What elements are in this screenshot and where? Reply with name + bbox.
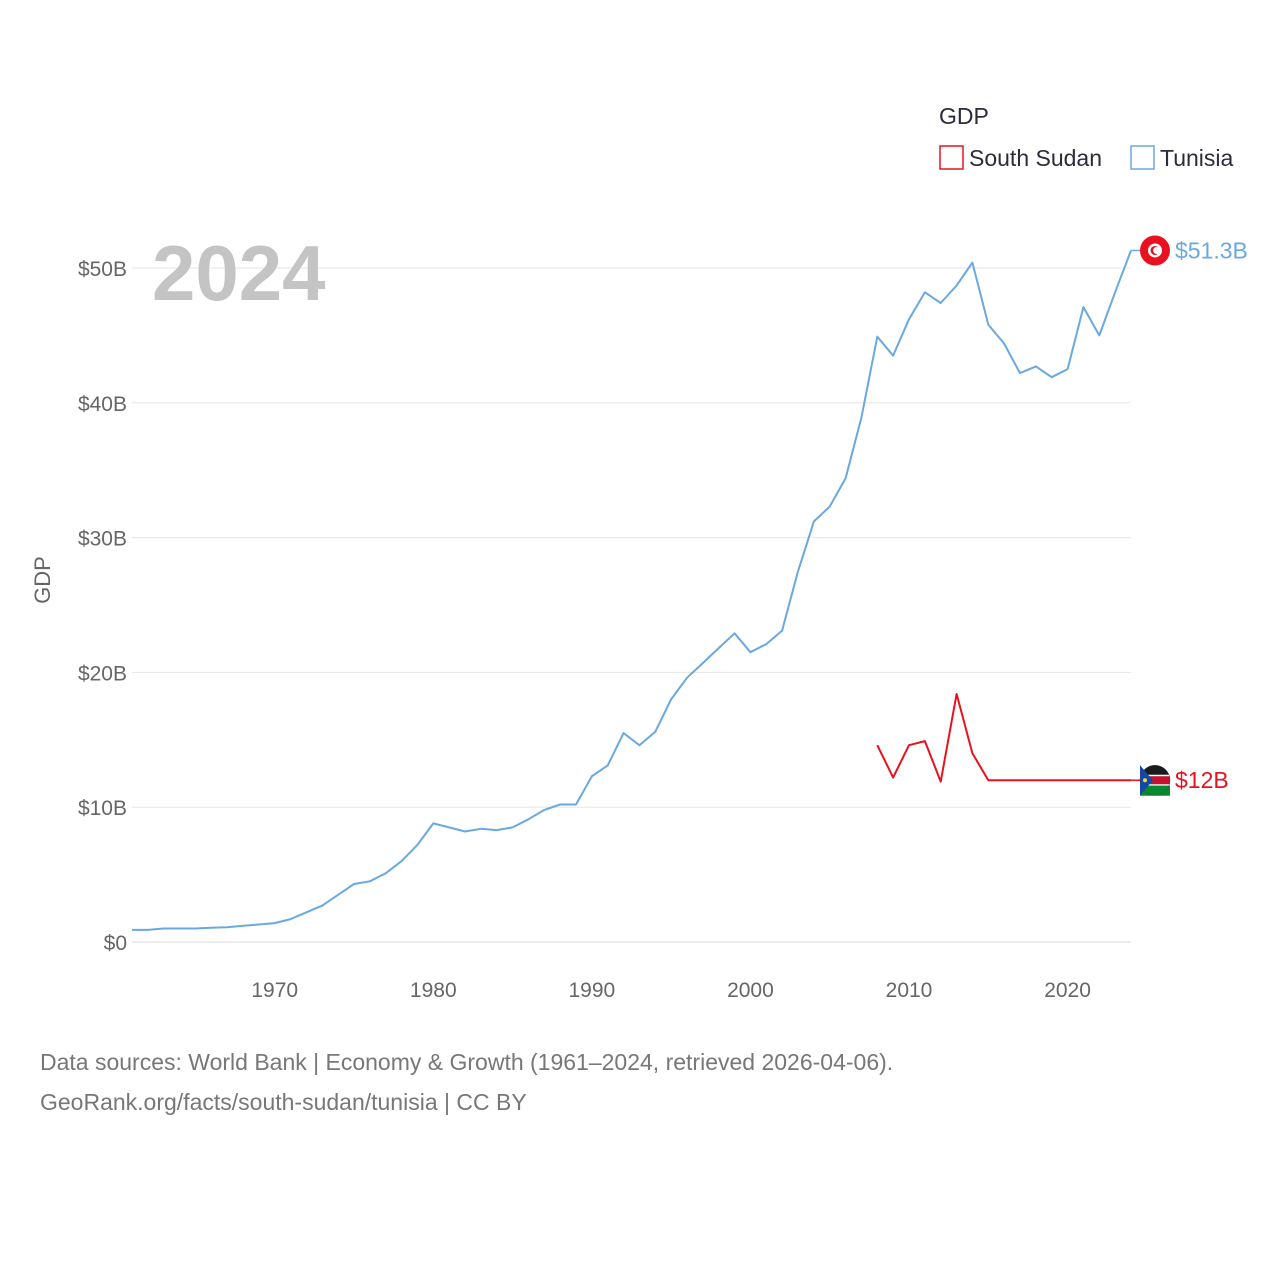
legend: GDP South Sudan Tunisia: [939, 103, 1233, 171]
legend-title: GDP: [939, 103, 989, 129]
flag-white-band-bottom: [1140, 784, 1170, 786]
flag-icon-south-sudan: [1139, 764, 1171, 796]
source-line-1: Data sources: World Bank | Economy & Gro…: [40, 1049, 894, 1075]
y-tick-label: $0: [104, 932, 127, 955]
year-label: 2024: [152, 229, 326, 317]
flag-crescent-cutout: [1153, 246, 1161, 255]
flag-outline: [1139, 764, 1171, 796]
x-tick-label: 2020: [1044, 979, 1091, 1002]
legend-swatch-tunisia[interactable]: [1130, 145, 1155, 170]
y-tick-label: $30B: [78, 528, 127, 551]
x-tick-label: 1980: [410, 979, 457, 1002]
series-end-markers: $12B $51.3B: [1139, 235, 1248, 796]
flag-icon-tunisia: [1140, 235, 1170, 266]
legend-label-south-sudan[interactable]: South Sudan: [969, 145, 1102, 171]
x-tick-label: 1970: [251, 979, 298, 1002]
series-line-tunisia: [132, 250, 1132, 931]
x-tick-label: 2000: [727, 979, 774, 1002]
x-axis-ticks: 1970 1980 1990 2000 2010 2020: [251, 979, 1091, 1002]
y-axis-title: GDP: [30, 556, 55, 604]
x-tick-label: 2010: [886, 979, 933, 1002]
flag-white-band-top: [1140, 774, 1170, 777]
y-axis-ticks: $0 $10B $20B $30B $40B $50B: [78, 258, 127, 955]
source-note: Data sources: World Bank | Economy & Gro…: [40, 1042, 893, 1122]
x-tick-label: 1990: [568, 979, 615, 1002]
y-tick-label: $40B: [78, 393, 127, 416]
end-label-tunisia: $51.3B: [1175, 237, 1248, 263]
source-line-2: GeoRank.org/facts/south-sudan/tunisia | …: [40, 1089, 527, 1115]
end-label-south-sudan: $12B: [1175, 767, 1229, 793]
series-line-south-sudan: [876, 693, 1131, 783]
flag-green-band: [1140, 785, 1170, 796]
legend-swatch-south-sudan[interactable]: [939, 145, 964, 170]
flag-red-band: [1140, 776, 1170, 785]
legend-label-tunisia[interactable]: Tunisia: [1160, 145, 1233, 171]
gridlines: [132, 267, 1131, 943]
series-lines: [132, 249, 1141, 931]
y-tick-label: $50B: [78, 258, 127, 281]
y-tick-label: $20B: [78, 662, 127, 685]
flag-star: [1143, 778, 1147, 783]
y-tick-label: $10B: [78, 797, 127, 820]
